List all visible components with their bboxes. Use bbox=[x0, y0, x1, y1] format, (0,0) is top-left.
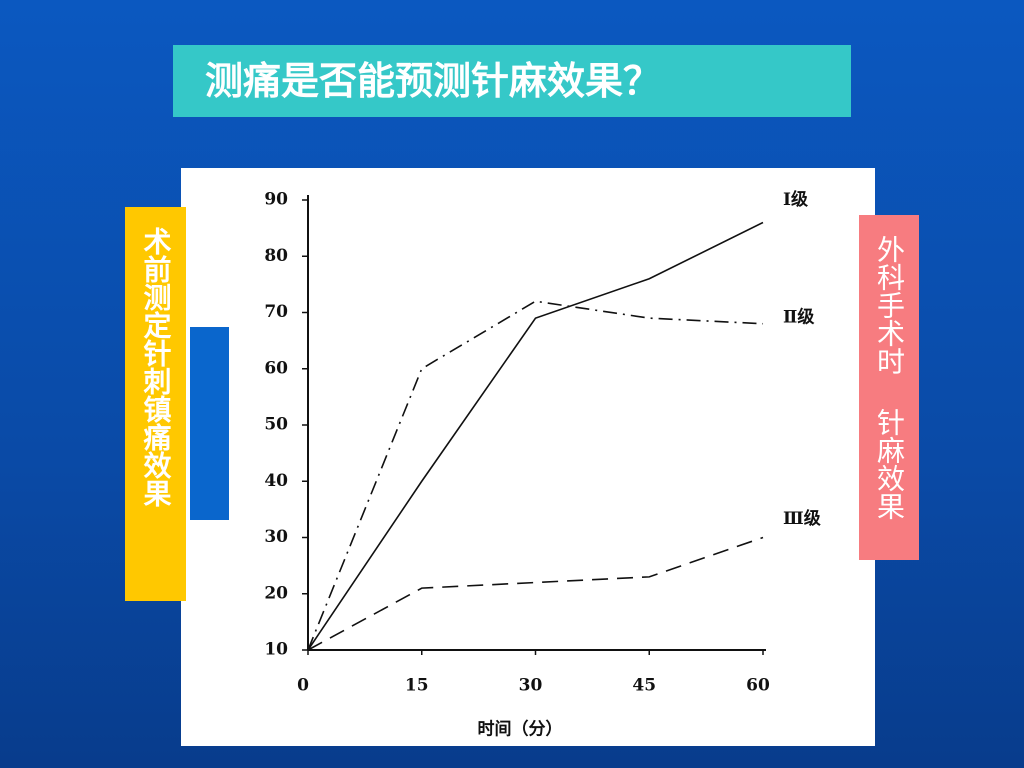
series-label: Ⅱ级 bbox=[783, 306, 814, 327]
slide-title: 测痛是否能预测针麻效果？ bbox=[173, 45, 851, 117]
y-tick-label: 40 bbox=[264, 471, 288, 491]
x-tick-label: 0 bbox=[297, 676, 309, 696]
y-tick-label: 30 bbox=[264, 527, 288, 547]
y-tick-label: 20 bbox=[264, 583, 288, 603]
series-line bbox=[307, 300, 764, 651]
y-tick-label: 90 bbox=[264, 190, 288, 210]
series-line bbox=[307, 536, 764, 651]
series-label: Ⅰ级 bbox=[783, 189, 808, 210]
x-tick-label: 15 bbox=[405, 676, 429, 696]
series-line bbox=[307, 221, 764, 651]
y-tick-label: 80 bbox=[264, 246, 288, 266]
x-tick-label: 45 bbox=[632, 676, 656, 696]
blue-block bbox=[190, 327, 229, 520]
y-tick-label: 50 bbox=[264, 415, 288, 435]
x-axis-label: 时间（分） bbox=[478, 719, 563, 740]
left-label: 术前测定针刺镇痛效果 bbox=[125, 207, 186, 601]
right-label: 外科手术时 针麻效果 bbox=[859, 215, 919, 560]
series-label: Ⅲ级 bbox=[783, 508, 821, 529]
y-tick-label: 60 bbox=[264, 358, 288, 378]
y-tick-label: 70 bbox=[264, 302, 288, 322]
y-tick-label: 10 bbox=[264, 640, 288, 660]
x-tick-label: 30 bbox=[519, 676, 543, 696]
x-tick-label: 60 bbox=[746, 676, 770, 696]
